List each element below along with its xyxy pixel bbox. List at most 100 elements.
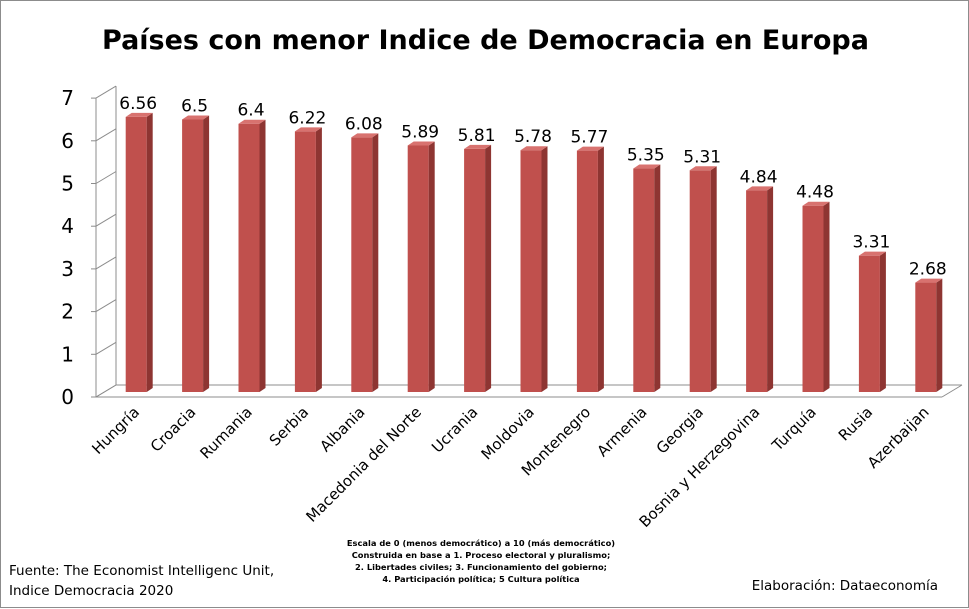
bar-front [633, 168, 655, 392]
bar-top [802, 201, 830, 206]
data-label: 2.68 [909, 260, 947, 280]
data-label: 3.31 [852, 233, 890, 253]
scale-note-line: 4. Participación política; 5 Cultura pol… [382, 574, 580, 584]
source-line-1: Fuente: The Economist Intelligenc Unit, [9, 563, 275, 579]
y-tick-depth [95, 299, 117, 313]
y-tick-depth [95, 128, 117, 142]
bar-top [915, 278, 943, 283]
category-label: Georgia [653, 403, 707, 457]
bar-top [351, 133, 379, 138]
bar-side [372, 133, 379, 392]
category-label: Azerbaijan [864, 403, 933, 472]
bar [182, 115, 210, 392]
category-label: Hungría [88, 403, 143, 458]
bar-top [746, 186, 774, 191]
bar-top [407, 141, 435, 146]
bar-side [767, 186, 774, 392]
data-label: 4.48 [796, 183, 834, 203]
bar-top [464, 144, 492, 149]
data-label: 6.5 [181, 96, 208, 116]
y-tick-depth [95, 213, 117, 227]
bar-side [710, 166, 717, 392]
scale-note: Escala de 0 (menos democrático) a 10 (má… [331, 537, 631, 585]
bar [802, 201, 830, 392]
scale-note-line: 2. Libertades civiles; 3. Funcionamiento… [355, 562, 607, 572]
category-label: Rumania [196, 403, 255, 462]
scale-note-line: Construida en base a 1. Proceso electora… [351, 550, 611, 560]
category-label: Serbia [266, 403, 313, 450]
y-tick-depth [95, 384, 117, 398]
bar [746, 186, 774, 392]
bar-side [485, 144, 492, 392]
data-label: 5.89 [401, 122, 439, 142]
category-label: Moldovia [478, 403, 538, 463]
bar [294, 127, 322, 392]
bar-side [936, 278, 943, 392]
bar [351, 133, 379, 392]
category-label: Albania [316, 403, 368, 455]
bar-front [238, 123, 260, 392]
bar-front [689, 170, 711, 392]
bar [576, 146, 604, 392]
y-tick-depth [95, 341, 117, 355]
bar-front [915, 282, 937, 392]
data-label: 5.81 [458, 126, 496, 146]
bar-front [576, 150, 598, 392]
bar-top [182, 115, 210, 120]
bar-side [597, 146, 604, 392]
y-tick-label: 5 [61, 172, 74, 196]
data-label: 5.78 [514, 127, 552, 147]
bar-top [238, 119, 266, 124]
y-tick-label: 6 [61, 129, 74, 153]
data-label: 4.84 [740, 167, 778, 187]
category-label: Macedonia del Norte [302, 403, 425, 526]
bar-top [689, 166, 717, 171]
chart-bars [125, 112, 943, 392]
bar-side [259, 119, 266, 392]
bar-side [541, 146, 548, 392]
data-label: 5.77 [570, 128, 608, 148]
category-label: Ucrania [428, 403, 481, 456]
bar-front [351, 137, 373, 392]
bar-front [520, 150, 542, 392]
category-label: Armenia [593, 403, 650, 460]
bar-front [746, 190, 768, 392]
y-tick-label: 3 [61, 257, 74, 281]
data-label: 6.56 [119, 94, 157, 114]
bar-top [294, 127, 322, 132]
bar-top [125, 112, 153, 117]
y-tick-label: 0 [61, 385, 74, 409]
floor-edge-right [941, 384, 963, 398]
data-label: 6.08 [345, 114, 383, 134]
bar-side [654, 164, 661, 392]
category-label: Croacia [147, 403, 200, 456]
bar [238, 119, 266, 392]
bar-front [182, 119, 204, 392]
bar-side [428, 141, 435, 392]
bar-side [879, 251, 886, 392]
y-tick-label: 1 [61, 342, 74, 366]
y-tick-label: 4 [61, 214, 74, 238]
bar-front [407, 145, 429, 392]
category-label: Turquía [768, 403, 820, 455]
data-label: 5.31 [683, 147, 721, 167]
bar [464, 144, 492, 392]
bar-top [576, 146, 604, 151]
credit-text: Elaboración: Dataeconomía [751, 578, 938, 594]
y-tick-depth [95, 85, 117, 99]
data-label: 5.35 [627, 146, 665, 166]
bar-side [203, 115, 210, 392]
data-label: 6.4 [237, 101, 264, 121]
bar-front [464, 148, 486, 392]
bar [858, 251, 886, 392]
bar [915, 278, 943, 392]
y-tick-depth [95, 171, 117, 184]
bar [407, 141, 435, 392]
y-tick-label: 2 [61, 300, 74, 324]
category-label: Rusia [835, 403, 876, 444]
chart-title: Países con menor Indice de Democracia en… [102, 25, 869, 56]
bar-side [823, 201, 830, 392]
y-tick-label: 7 [61, 86, 74, 110]
